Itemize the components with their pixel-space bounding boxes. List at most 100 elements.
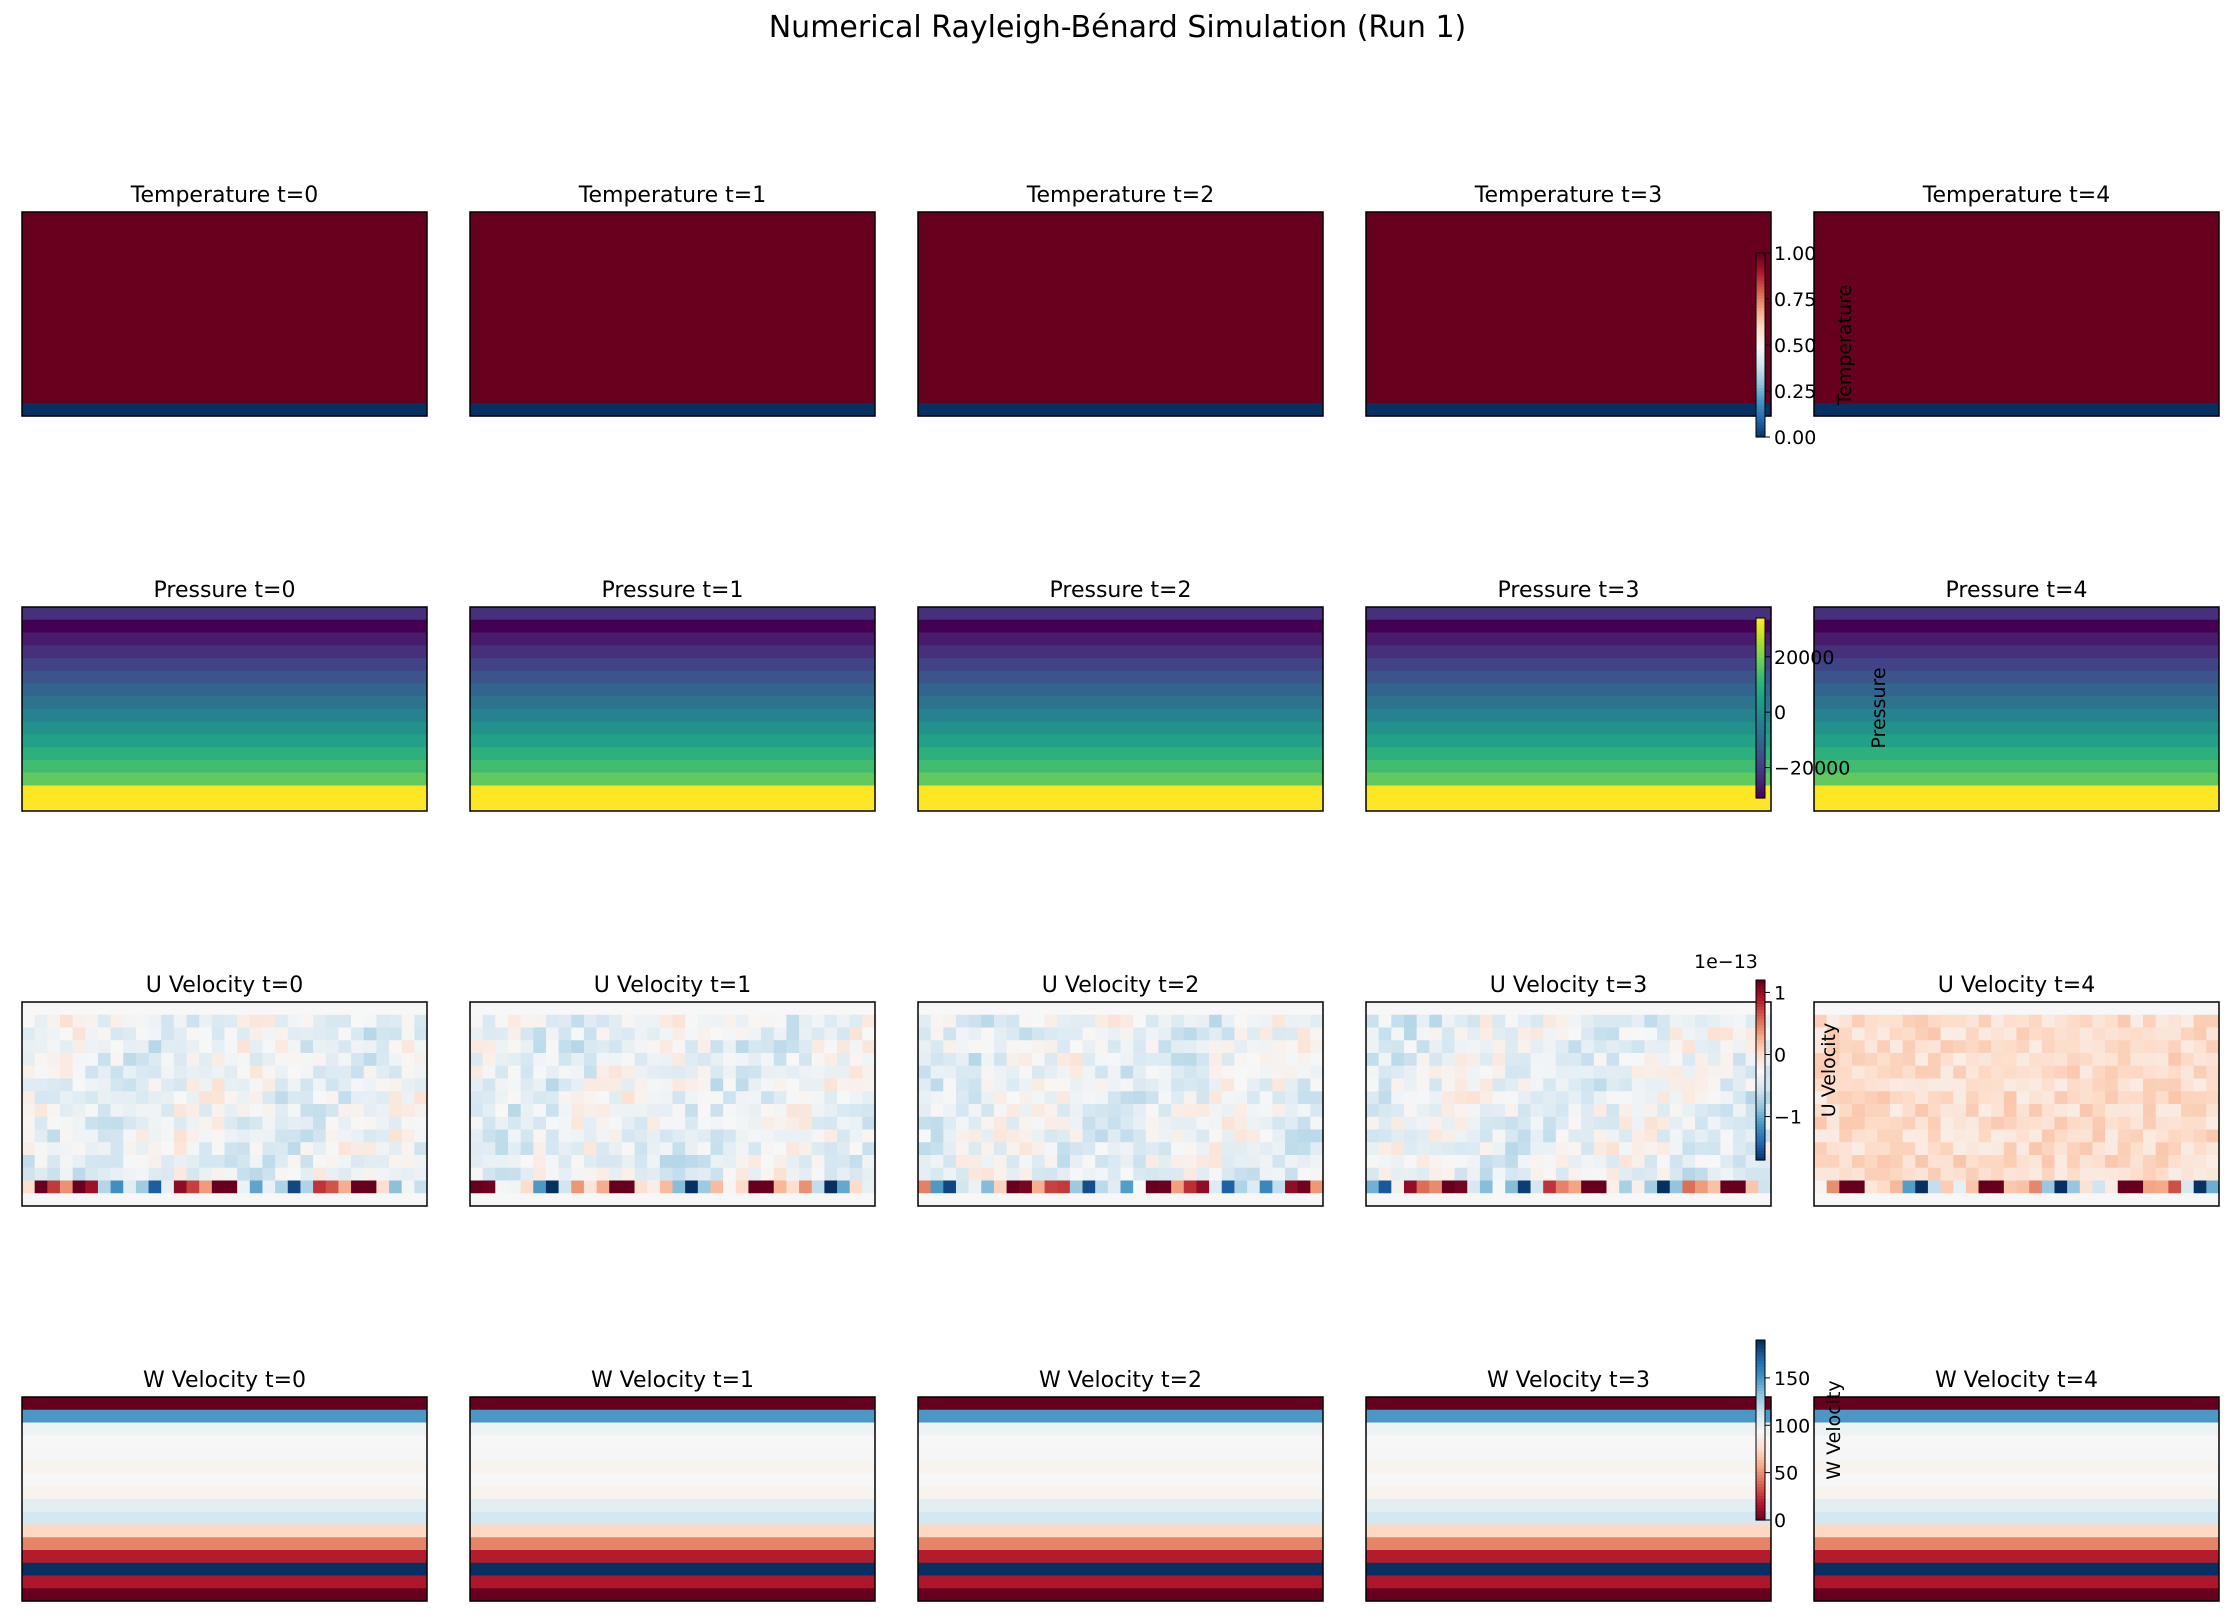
heatmap-cell: [621, 1155, 636, 1169]
heatmap-cell: [1492, 1027, 1506, 1041]
heatmap-cell: [1839, 1065, 1853, 1080]
heatmap-cell: [748, 1091, 762, 1105]
heatmap-cell: [338, 1078, 352, 1092]
heatmap-cell: [1158, 1155, 1172, 1169]
heatmap-cell: [1221, 1002, 1236, 1016]
heatmap-cell: [1403, 1078, 1418, 1092]
heatmap-cell: [123, 1053, 137, 1067]
heatmap-cell: [583, 1180, 598, 1194]
heatmap-cell: [1171, 1104, 1185, 1118]
heatmap-cell: [1940, 1078, 1954, 1092]
heatmap-cell: [2041, 1014, 2056, 1029]
heatmap-cell: [1915, 1091, 1929, 1105]
heatmap-cell: [2054, 1002, 2068, 1016]
heatmap-cell: [1593, 1065, 1608, 1080]
colorbar-segment: [1756, 268, 1765, 272]
heatmap-cell: [1889, 1180, 1904, 1194]
heatmap-cell: [609, 1027, 623, 1041]
heatmap-cell: [389, 1167, 403, 1182]
heatmap-cell: [313, 1104, 327, 1118]
heatmap-cell: [993, 1193, 1008, 1207]
colorbar-segment: [1756, 681, 1765, 685]
heatmap-cell: [186, 1053, 200, 1067]
heatmap-cell: [211, 1116, 226, 1131]
heatmap-cell: [1416, 1065, 1430, 1080]
heatmap-cell: [1366, 1155, 1380, 1169]
heatmap-cell: [1851, 1180, 1866, 1194]
heatmap-cell: [1953, 1167, 1967, 1182]
heatmap-cell: [1733, 1002, 1747, 1016]
heatmap-cell: [123, 1014, 137, 1029]
heatmap-cell: [1247, 1116, 1261, 1131]
heatmap-cell: [1568, 1155, 1582, 1169]
heatmap-cell: [1543, 1053, 1557, 1067]
heatmap-cell: [1826, 1180, 1840, 1194]
heatmap-cell: [918, 1155, 932, 1169]
heatmap-cell: [47, 1167, 61, 1182]
heatmap-cell: [1581, 1027, 1595, 1041]
heatmap-cell: [1183, 1027, 1198, 1041]
colorbar-label: Pressure: [1868, 667, 1890, 748]
heatmap-cell: [647, 1116, 661, 1131]
panel-title: W Velocity t=3: [1487, 1368, 1650, 1393]
heatmap-cell: [325, 1078, 340, 1092]
heatmap-cell: [1814, 1002, 1828, 1016]
heatmap-cell: [470, 1065, 484, 1080]
heatmap-cell: [1082, 1129, 1096, 1143]
heatmap-cell: [1019, 1040, 1033, 1054]
heatmap-cell: [621, 1193, 636, 1207]
colorbar-segment: [1756, 1049, 1765, 1053]
heatmap-cell: [72, 1002, 86, 1016]
heatmap-cell: [1720, 1104, 1734, 1118]
heatmap-cell: [495, 1014, 509, 1029]
heatmap-cell: [533, 1193, 547, 1207]
heatmap-cell: [1568, 1002, 1582, 1016]
heatmap-cell: [1272, 1078, 1286, 1092]
heatmap-cell: [1915, 1040, 1929, 1054]
heatmap-row: [22, 798, 427, 812]
heatmap-cell: [59, 1065, 74, 1080]
heatmap-cell: [1297, 1167, 1311, 1182]
heatmap-cell: [1082, 1091, 1096, 1105]
heatmap-row: [1366, 288, 1771, 302]
colorbar-segment: [1756, 714, 1765, 718]
heatmap-cell: [1940, 1002, 1954, 1016]
heatmap-cell: [1707, 1116, 1721, 1131]
heatmap-cell: [1978, 1040, 1992, 1054]
heatmap-cell: [1095, 1091, 1109, 1105]
heatmap-cell: [1196, 1053, 1210, 1067]
heatmap-cell: [672, 1027, 686, 1041]
heatmap-cell: [1069, 1180, 1084, 1194]
heatmap-cell: [1864, 1193, 1878, 1207]
heatmap-cell: [1221, 1027, 1236, 1041]
heatmap-cell: [470, 1027, 484, 1041]
heatmap-cell: [2079, 1116, 2094, 1131]
heatmap-cell: [85, 1104, 99, 1118]
heatmap-cell: [2117, 1155, 2132, 1169]
heatmap-cell: [2092, 1078, 2106, 1092]
heatmap-row: [1814, 1588, 2219, 1602]
heatmap-cell: [59, 1104, 74, 1118]
heatmap-cell: [1310, 1027, 1324, 1041]
heatmap-cell: [1171, 1193, 1185, 1207]
heatmap-cell: [918, 1104, 932, 1118]
heatmap-row: [1366, 798, 1771, 812]
heatmap-cell: [22, 1002, 36, 1016]
heatmap-cell: [1171, 1078, 1185, 1092]
heatmap-cell: [1310, 1065, 1324, 1080]
heatmap-cell: [634, 1104, 648, 1118]
heatmap-row: [470, 352, 875, 366]
heatmap-cell: [596, 1078, 610, 1092]
heatmap-cell: [1720, 1167, 1734, 1182]
heatmap-cell: [1682, 1065, 1696, 1080]
heatmap-cell: [1940, 1091, 1954, 1105]
heatmap-cell: [1669, 1129, 1684, 1143]
heatmap-cell: [1814, 1129, 1828, 1143]
heatmap-cell: [351, 1053, 365, 1067]
heatmap-cell: [1310, 1142, 1324, 1156]
panel-title: Pressure t=0: [154, 578, 296, 603]
heatmap-cell: [1864, 1065, 1878, 1080]
heatmap-cell: [1953, 1014, 1967, 1029]
heatmap-cell: [918, 1065, 932, 1080]
heatmap-cell: [634, 1116, 648, 1131]
